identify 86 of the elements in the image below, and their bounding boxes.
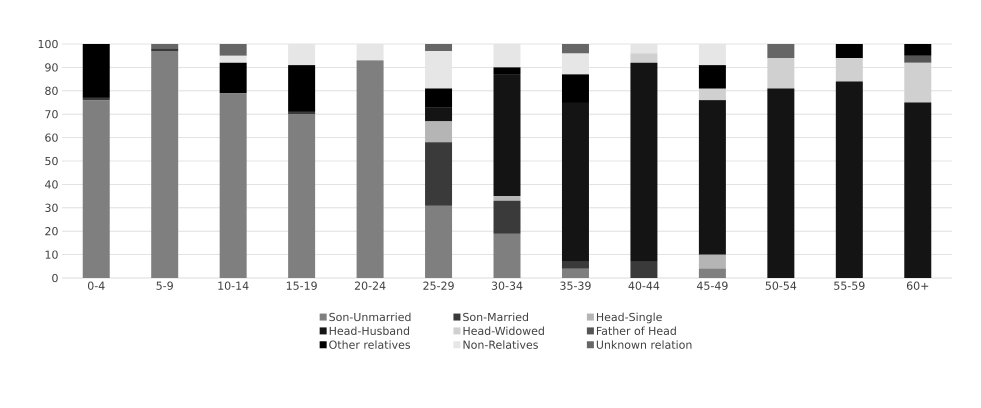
y-tick-label: 60 [45,133,58,142]
x-tick-label: 10-14 [218,282,249,290]
bar [836,58,863,82]
x-tick-label: 25-29 [423,282,454,290]
x-tick-label: 50-54 [766,282,796,290]
bar [356,60,384,278]
y-tick-label: 80 [45,86,58,95]
x-tick-label: 15-19 [286,282,317,290]
legend-label: Head-Widowed [464,326,544,335]
bar [220,44,247,56]
bar [220,62,247,94]
x-tick-label: 40-44 [628,282,660,290]
bar [562,44,589,54]
bar [151,48,178,52]
x-tick-label: 20-24 [354,282,386,290]
x-tick-label: 55-59 [834,282,865,290]
x-tick-label: 35-39 [560,282,591,290]
bar [904,44,932,56]
bar [630,53,658,63]
bar [494,200,521,234]
bar [698,268,726,278]
x-tick-label: 60+ [906,282,928,290]
y-tick-label: 20 [45,227,58,236]
y-tick-label: 0 [52,274,58,282]
x-tick-label: 0-4 [88,282,105,290]
legend-label: Other relatives [329,340,410,349]
bar [288,65,316,112]
y-tick-label: 90 [45,63,58,72]
bar [836,44,863,58]
bar [767,88,794,278]
bar [698,65,726,88]
legend-label: Father of Head [596,326,676,335]
bar [356,44,384,60]
bar [494,44,521,68]
bar [425,51,452,88]
legend-label: Son-Unmarried [329,312,410,322]
bar [630,62,658,262]
bar [82,100,110,278]
bar [767,44,794,58]
bar [698,254,726,269]
bar [630,262,658,278]
bar [494,234,521,278]
x-tick-label: 45-49 [696,282,728,290]
bar [151,44,178,49]
bar [220,56,247,63]
bar [425,205,452,278]
x-tick-label: 5-9 [156,282,173,290]
y-tick-label: 30 [45,204,58,212]
y-tick-label: 50 [45,156,58,166]
legend-label: Non-Relatives [464,340,538,349]
bar [698,44,726,66]
legend-label: Head-Single [596,312,662,324]
bar [904,62,932,103]
bar [220,93,247,278]
bar [494,74,521,196]
bar [494,67,521,74]
bar [425,44,452,52]
bar [562,262,589,269]
bar [904,56,932,63]
x-tick-label: 30-34 [492,282,522,290]
y-tick-label: 100 [38,40,58,48]
bar [562,268,589,278]
y-tick-label: 10 [46,250,58,259]
bar [288,44,316,66]
legend-label: Head-Husband [330,326,410,335]
bar [562,102,589,262]
y-tick-label: 70 [45,110,58,118]
bar [562,74,589,103]
bar [425,142,452,206]
bar [288,114,316,278]
bar [425,121,452,142]
y-tick-label: 40 [45,180,58,189]
bar [562,53,589,74]
bar [425,107,452,122]
bar [767,58,794,88]
bar [630,44,658,54]
bar [151,51,178,278]
bar [494,196,521,201]
legend-label: Son-Married [463,312,528,322]
bar [836,81,863,278]
bar [82,44,110,98]
bar [698,88,726,100]
bar [698,100,726,255]
bar [904,102,932,278]
legend-label: Unknown relation [596,340,692,349]
bar [425,88,452,108]
